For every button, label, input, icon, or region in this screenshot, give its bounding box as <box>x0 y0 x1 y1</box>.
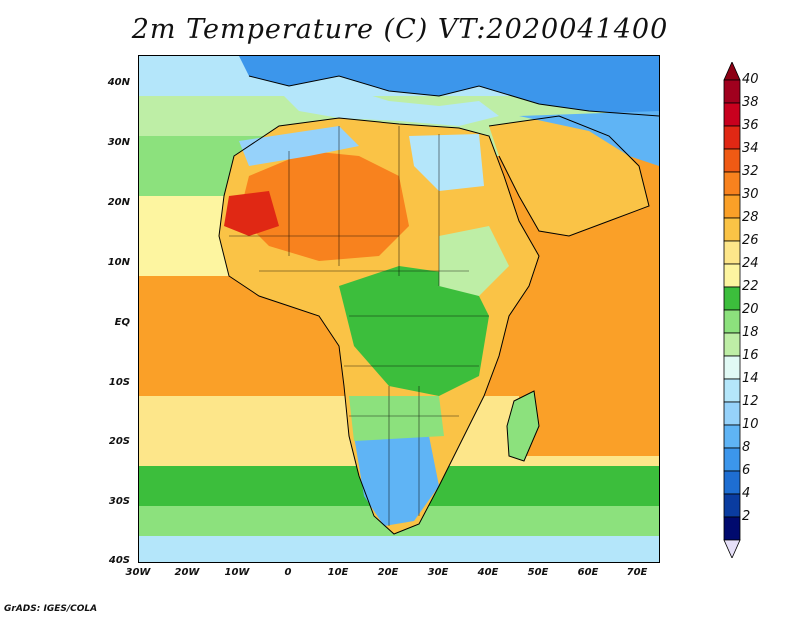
colorbar-cell <box>723 447 741 472</box>
colorbar-label: 16 <box>742 348 759 363</box>
colorbar-cell <box>723 79 741 104</box>
colorbar-label: 6 <box>742 463 751 478</box>
lat-label-10n: 10N <box>107 257 130 268</box>
colorbar-label: 14 <box>742 371 759 386</box>
lon-label-20w: 20W <box>174 567 200 578</box>
lon-label-50e: 50E <box>527 567 549 578</box>
southern-africa-cool <box>354 436 439 526</box>
colorbar-label: 32 <box>742 164 759 179</box>
colorbar-label: 4 <box>742 486 751 501</box>
lon-label-20e: 20E <box>377 567 399 578</box>
sahara-hot-region <box>239 151 409 261</box>
lat-label-40s: 40S <box>108 555 130 566</box>
middle-east-cool <box>519 111 659 166</box>
colorbar-label: 24 <box>742 256 759 271</box>
north-africa-cool <box>239 126 359 166</box>
coastline-outlines <box>218 75 659 535</box>
colorbar-cell <box>723 493 741 518</box>
colorbar-label: 2 <box>742 509 751 524</box>
west-africa-hottest <box>224 191 279 236</box>
colorbar-cell <box>723 240 741 265</box>
lat-label-10s: 10S <box>108 377 130 388</box>
colorbar-cell <box>723 171 741 196</box>
map-title: 2m Temperature (C) VT:2020041400 <box>131 14 669 45</box>
lon-label-70e: 70E <box>626 567 648 578</box>
colorbar-label: 8 <box>742 440 751 455</box>
indian-ocean-band <box>519 196 659 456</box>
colorbar-label: 20 <box>742 302 759 317</box>
colorbar-cell <box>723 309 741 334</box>
colorbar-top-arrow <box>723 62 741 81</box>
colorbar-label: 12 <box>742 394 759 409</box>
colorbar-bottom-arrow <box>723 539 741 558</box>
colorbar-label: 30 <box>742 187 759 202</box>
south-cold-band <box>139 536 659 562</box>
colorbar-label: 26 <box>742 233 759 248</box>
egypt-region <box>409 134 484 191</box>
colorbar-cell <box>723 263 741 288</box>
colorbar-cell <box>723 401 741 426</box>
lat-label-30n: 30N <box>107 137 130 148</box>
colorbar-cell <box>723 332 741 357</box>
colorbar-cell <box>723 286 741 311</box>
lon-label-10w: 10W <box>224 567 250 578</box>
colorbar-label: 22 <box>742 279 759 294</box>
colorbar-cell <box>723 102 741 127</box>
lon-label-60e: 60E <box>577 567 599 578</box>
arabian-peninsula <box>489 116 649 236</box>
colorbar-label: 28 <box>742 210 759 225</box>
southern-africa-mid <box>349 396 444 441</box>
lon-label-30e: 30E <box>427 567 449 578</box>
colorbar-cell <box>723 125 741 150</box>
east-africa-highlands <box>439 226 509 296</box>
colorbar-cell <box>723 217 741 242</box>
colorbar-cell <box>723 148 741 173</box>
country-borders <box>229 126 489 526</box>
lon-label-0: 0 <box>284 567 292 578</box>
lat-label-20n: 20N <box>107 197 130 208</box>
colorbar-label: 40 <box>742 72 759 87</box>
lon-label-40e: 40E <box>477 567 499 578</box>
lat-label-40n: 40N <box>107 77 130 88</box>
colorbar-cell <box>723 355 741 380</box>
lon-label-10e: 10E <box>327 567 349 578</box>
colorbar-cell <box>723 516 741 541</box>
lat-label-30s: 30S <box>108 496 130 507</box>
grads-credit: GrADS: IGES/COLA <box>4 604 98 614</box>
colorbar <box>723 62 741 558</box>
colorbar-cell <box>723 424 741 449</box>
colorbar-label: 10 <box>742 417 759 432</box>
colorbar-cell <box>723 378 741 403</box>
colorbar-cell <box>723 194 741 219</box>
temperature-map <box>138 55 660 563</box>
colorbar-label: 18 <box>742 325 759 340</box>
mediterranean-sea <box>279 86 499 126</box>
lat-label-eq: EQ <box>114 317 130 328</box>
colorbar-cell <box>723 470 741 495</box>
colorbar-label: 36 <box>742 118 759 133</box>
europe-landmass <box>239 56 659 116</box>
lat-label-20s: 20S <box>108 436 130 447</box>
central-africa-green <box>339 266 489 396</box>
colorbar-label: 38 <box>742 95 759 110</box>
colorbar-label: 34 <box>742 141 759 156</box>
lon-label-30w: 30W <box>125 567 151 578</box>
